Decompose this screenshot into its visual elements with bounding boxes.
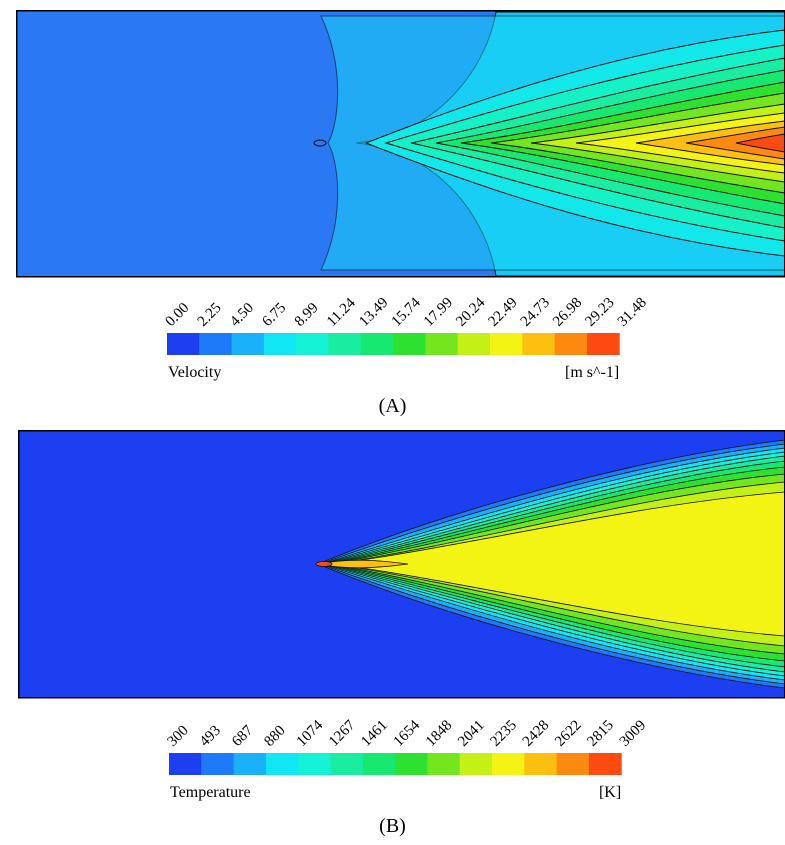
temperature-color-bin-7: [395, 753, 428, 775]
velocity-unit-label: [m s^-1]: [565, 364, 619, 381]
velocity-legend: 0.00 2.25 4.50 6.75 8.99 11.24 13.49 15.74 17.99…: [163, 285, 650, 405]
velocity-color-bin-4: [296, 333, 329, 355]
temperature-legend: 300 493 687 880 1074 1267 1461 1654 1848 2041 2235…: [165, 705, 650, 825]
velocity-tick-label: 2.25: [195, 300, 225, 330]
velocity-tick-label: 24.73: [518, 295, 553, 330]
velocity-color-bin-10: [490, 333, 523, 355]
temperature-tick-label: 1074: [294, 717, 327, 750]
temperature-tick-label: 2235: [488, 717, 521, 750]
temperature-tick-label: 1461: [358, 717, 391, 750]
temperature-tick-label: 493: [197, 723, 224, 750]
velocity-tick-label: 22.49: [486, 295, 521, 330]
velocity-tick-label: 26.98: [550, 295, 585, 330]
temperature-color-bin-6: [362, 753, 396, 775]
temperature-tick-label: 3009: [617, 717, 650, 750]
velocity-color-bin-7: [393, 333, 426, 355]
velocity-color-bin-9: [457, 333, 491, 355]
temperature-color-bin-4: [298, 753, 331, 775]
velocity-color-bin-12: [554, 333, 588, 355]
velocity-contour-plot: [16, 10, 785, 278]
velocity-tick-label: 29.23: [582, 295, 617, 330]
temperature-tick-label: 687: [229, 722, 257, 750]
temperature-color-bin-11: [524, 753, 558, 775]
temperature-tick-label: 2041: [455, 717, 488, 750]
velocity-color-bin-0: [167, 333, 200, 355]
velocity-tick-label: 20.24: [453, 294, 489, 330]
temperature-tick-label: 880: [261, 723, 288, 750]
caption-a: (A): [378, 395, 407, 417]
velocity-color-bin-2: [231, 333, 265, 355]
temperature-tick-label: 1654: [391, 717, 424, 750]
temperature-tick-label: 300: [165, 723, 192, 750]
temperature-color-bin-12: [556, 753, 590, 775]
temperature-color-bin-5: [330, 753, 364, 775]
velocity-color-bin-1: [199, 333, 233, 355]
velocity-tick-label: 8.99: [292, 300, 322, 330]
velocity-quantity-label: Velocity: [168, 364, 221, 381]
temperature-tick-label: 1848: [423, 717, 456, 750]
temperature-unit-label: [K]: [599, 784, 621, 801]
temperature-tick-label: 2622: [552, 717, 585, 750]
velocity-color-bin-11: [522, 333, 556, 355]
temperature-quantity-label: Temperature: [170, 784, 251, 801]
temperature-color-bin-9: [459, 753, 493, 775]
velocity-tick-label: 11.24: [324, 295, 359, 330]
temperature-color-bin-1: [201, 753, 235, 775]
temperature-color-bin-13: [588, 753, 622, 775]
temperature-contour-plot: [18, 430, 785, 700]
velocity-tick-label: 0.00: [163, 300, 193, 330]
caption-b: (B): [379, 815, 406, 837]
temperature-color-bin-3: [265, 753, 299, 775]
velocity-color-bin-5: [328, 333, 362, 355]
temperature-tick-label: 2815: [584, 717, 617, 750]
temperature-color-bin-2: [233, 753, 267, 775]
velocity-color-bin-6: [360, 333, 394, 355]
velocity-tick-label: 17.99: [421, 295, 456, 330]
temperature-color-bin-8: [427, 753, 461, 775]
velocity-color-bin-8: [425, 333, 459, 355]
velocity-color-bin-3: [263, 333, 297, 355]
velocity-tick-label: 4.50: [227, 300, 257, 330]
temperature-color-bin-0: [169, 753, 202, 775]
temperature-tick-label: 1267: [326, 717, 359, 750]
velocity-tick-label: 15.74: [389, 294, 425, 330]
temperature-tick-label: 2428: [520, 717, 553, 750]
velocity-tick-label: 13.49: [356, 295, 391, 330]
velocity-color-bin-13: [586, 333, 620, 355]
velocity-tick-label: 6.75: [259, 300, 289, 330]
velocity-tick-label: 31.48: [615, 295, 650, 330]
temperature-color-bin-10: [492, 753, 525, 775]
